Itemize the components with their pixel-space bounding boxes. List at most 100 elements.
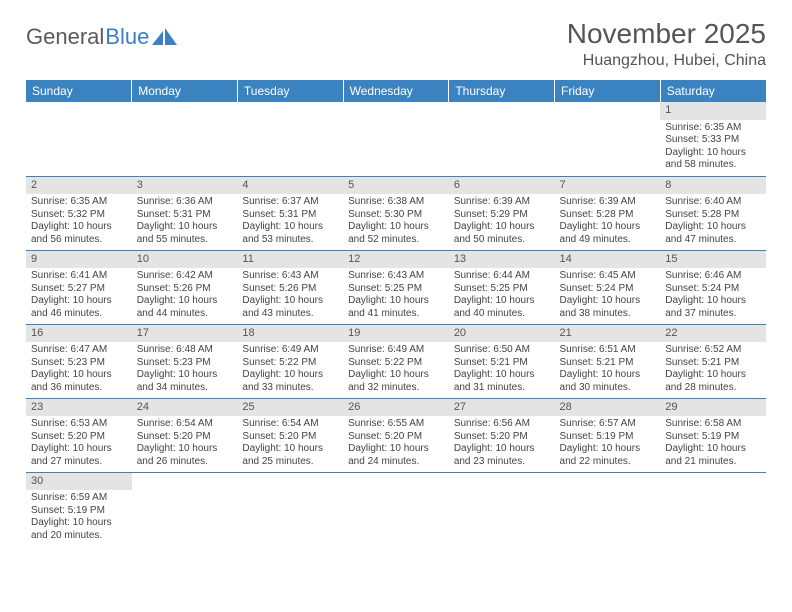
day-details: Sunrise: 6:57 AMSunset: 5:19 PMDaylight:… bbox=[555, 416, 661, 471]
calendar-row: 30Sunrise: 6:59 AMSunset: 5:19 PMDayligh… bbox=[26, 472, 766, 546]
calendar-cell: 10Sunrise: 6:42 AMSunset: 5:26 PMDayligh… bbox=[132, 250, 238, 324]
day-number: 10 bbox=[132, 251, 238, 269]
day-number: 1 bbox=[660, 102, 766, 120]
calendar-cell bbox=[343, 472, 449, 546]
day-number: 26 bbox=[343, 399, 449, 417]
sunrise-line: Sunrise: 6:52 AM bbox=[665, 344, 761, 357]
day-details: Sunrise: 6:42 AMSunset: 5:26 PMDaylight:… bbox=[132, 268, 238, 323]
calendar-row: 1Sunrise: 6:35 AMSunset: 5:33 PMDaylight… bbox=[26, 102, 766, 176]
calendar-cell: 7Sunrise: 6:39 AMSunset: 5:28 PMDaylight… bbox=[555, 176, 661, 250]
day-number: 6 bbox=[449, 177, 555, 195]
day-details: Sunrise: 6:40 AMSunset: 5:28 PMDaylight:… bbox=[660, 194, 766, 249]
day-number: 22 bbox=[660, 325, 766, 343]
day-details: Sunrise: 6:55 AMSunset: 5:20 PMDaylight:… bbox=[343, 416, 449, 471]
col-saturday: Saturday bbox=[660, 80, 766, 102]
calendar-row: 16Sunrise: 6:47 AMSunset: 5:23 PMDayligh… bbox=[26, 324, 766, 398]
day-details: Sunrise: 6:53 AMSunset: 5:20 PMDaylight:… bbox=[26, 416, 132, 471]
day-number: 8 bbox=[660, 177, 766, 195]
day-number: 9 bbox=[26, 251, 132, 269]
calendar-cell: 15Sunrise: 6:46 AMSunset: 5:24 PMDayligh… bbox=[660, 250, 766, 324]
daylight-line: Daylight: 10 hours and 47 minutes. bbox=[665, 221, 761, 246]
sunrise-line: Sunrise: 6:42 AM bbox=[137, 270, 233, 283]
calendar-table: Sunday Monday Tuesday Wednesday Thursday… bbox=[26, 80, 766, 546]
day-details: Sunrise: 6:49 AMSunset: 5:22 PMDaylight:… bbox=[343, 342, 449, 397]
calendar-cell bbox=[132, 472, 238, 546]
sunrise-line: Sunrise: 6:43 AM bbox=[242, 270, 338, 283]
day-details: Sunrise: 6:59 AMSunset: 5:19 PMDaylight:… bbox=[26, 490, 132, 545]
day-number: 7 bbox=[555, 177, 661, 195]
calendar-cell: 4Sunrise: 6:37 AMSunset: 5:31 PMDaylight… bbox=[237, 176, 343, 250]
daylight-line: Daylight: 10 hours and 27 minutes. bbox=[31, 443, 127, 468]
sunset-line: Sunset: 5:26 PM bbox=[137, 283, 233, 296]
sunrise-line: Sunrise: 6:43 AM bbox=[348, 270, 444, 283]
calendar-cell: 20Sunrise: 6:50 AMSunset: 5:21 PMDayligh… bbox=[449, 324, 555, 398]
calendar-cell: 26Sunrise: 6:55 AMSunset: 5:20 PMDayligh… bbox=[343, 398, 449, 472]
col-sunday: Sunday bbox=[26, 80, 132, 102]
sunrise-line: Sunrise: 6:46 AM bbox=[665, 270, 761, 283]
calendar-cell: 14Sunrise: 6:45 AMSunset: 5:24 PMDayligh… bbox=[555, 250, 661, 324]
calendar-cell: 21Sunrise: 6:51 AMSunset: 5:21 PMDayligh… bbox=[555, 324, 661, 398]
sunset-line: Sunset: 5:28 PM bbox=[665, 209, 761, 222]
calendar-cell: 12Sunrise: 6:43 AMSunset: 5:25 PMDayligh… bbox=[343, 250, 449, 324]
daylight-line: Daylight: 10 hours and 37 minutes. bbox=[665, 295, 761, 320]
daylight-line: Daylight: 10 hours and 32 minutes. bbox=[348, 369, 444, 394]
calendar-cell bbox=[237, 102, 343, 176]
sunset-line: Sunset: 5:20 PM bbox=[31, 431, 127, 444]
sunset-line: Sunset: 5:20 PM bbox=[454, 431, 550, 444]
daylight-line: Daylight: 10 hours and 50 minutes. bbox=[454, 221, 550, 246]
calendar-cell: 17Sunrise: 6:48 AMSunset: 5:23 PMDayligh… bbox=[132, 324, 238, 398]
sunset-line: Sunset: 5:19 PM bbox=[31, 505, 127, 518]
day-number: 30 bbox=[26, 473, 132, 491]
sunrise-line: Sunrise: 6:48 AM bbox=[137, 344, 233, 357]
day-number: 24 bbox=[132, 399, 238, 417]
daylight-line: Daylight: 10 hours and 43 minutes. bbox=[242, 295, 338, 320]
day-number: 11 bbox=[237, 251, 343, 269]
sunrise-line: Sunrise: 6:59 AM bbox=[31, 492, 127, 505]
day-number: 13 bbox=[449, 251, 555, 269]
daylight-line: Daylight: 10 hours and 49 minutes. bbox=[560, 221, 656, 246]
day-details: Sunrise: 6:35 AMSunset: 5:32 PMDaylight:… bbox=[26, 194, 132, 249]
calendar-cell: 27Sunrise: 6:56 AMSunset: 5:20 PMDayligh… bbox=[449, 398, 555, 472]
sunset-line: Sunset: 5:22 PM bbox=[348, 357, 444, 370]
day-number: 23 bbox=[26, 399, 132, 417]
daylight-line: Daylight: 10 hours and 23 minutes. bbox=[454, 443, 550, 468]
sunrise-line: Sunrise: 6:53 AM bbox=[31, 418, 127, 431]
daylight-line: Daylight: 10 hours and 28 minutes. bbox=[665, 369, 761, 394]
day-details: Sunrise: 6:35 AMSunset: 5:33 PMDaylight:… bbox=[660, 120, 766, 175]
calendar-cell: 30Sunrise: 6:59 AMSunset: 5:19 PMDayligh… bbox=[26, 472, 132, 546]
sunset-line: Sunset: 5:19 PM bbox=[560, 431, 656, 444]
daylight-line: Daylight: 10 hours and 24 minutes. bbox=[348, 443, 444, 468]
calendar-cell bbox=[26, 102, 132, 176]
title-block: November 2025 Huangzhou, Hubei, China bbox=[567, 18, 766, 70]
sunset-line: Sunset: 5:20 PM bbox=[242, 431, 338, 444]
sunset-line: Sunset: 5:24 PM bbox=[560, 283, 656, 296]
daylight-line: Daylight: 10 hours and 53 minutes. bbox=[242, 221, 338, 246]
daylight-line: Daylight: 10 hours and 22 minutes. bbox=[560, 443, 656, 468]
sail-icon bbox=[152, 28, 178, 46]
day-number: 18 bbox=[237, 325, 343, 343]
day-number: 27 bbox=[449, 399, 555, 417]
day-number: 20 bbox=[449, 325, 555, 343]
page-header: GeneralBlue November 2025 Huangzhou, Hub… bbox=[26, 18, 766, 70]
day-number: 5 bbox=[343, 177, 449, 195]
calendar-cell: 5Sunrise: 6:38 AMSunset: 5:30 PMDaylight… bbox=[343, 176, 449, 250]
sunrise-line: Sunrise: 6:49 AM bbox=[348, 344, 444, 357]
sunset-line: Sunset: 5:20 PM bbox=[348, 431, 444, 444]
day-details: Sunrise: 6:49 AMSunset: 5:22 PMDaylight:… bbox=[237, 342, 343, 397]
daylight-line: Daylight: 10 hours and 40 minutes. bbox=[454, 295, 550, 320]
calendar-cell bbox=[132, 102, 238, 176]
calendar-body: 1Sunrise: 6:35 AMSunset: 5:33 PMDaylight… bbox=[26, 102, 766, 546]
sunrise-line: Sunrise: 6:50 AM bbox=[454, 344, 550, 357]
sunrise-line: Sunrise: 6:39 AM bbox=[560, 196, 656, 209]
sunset-line: Sunset: 5:22 PM bbox=[242, 357, 338, 370]
daylight-line: Daylight: 10 hours and 58 minutes. bbox=[665, 147, 761, 172]
sunrise-line: Sunrise: 6:37 AM bbox=[242, 196, 338, 209]
sunrise-line: Sunrise: 6:36 AM bbox=[137, 196, 233, 209]
day-number: 28 bbox=[555, 399, 661, 417]
daylight-line: Daylight: 10 hours and 52 minutes. bbox=[348, 221, 444, 246]
day-details: Sunrise: 6:58 AMSunset: 5:19 PMDaylight:… bbox=[660, 416, 766, 471]
sunset-line: Sunset: 5:31 PM bbox=[137, 209, 233, 222]
sunset-line: Sunset: 5:24 PM bbox=[665, 283, 761, 296]
sunrise-line: Sunrise: 6:35 AM bbox=[31, 196, 127, 209]
calendar-cell: 19Sunrise: 6:49 AMSunset: 5:22 PMDayligh… bbox=[343, 324, 449, 398]
